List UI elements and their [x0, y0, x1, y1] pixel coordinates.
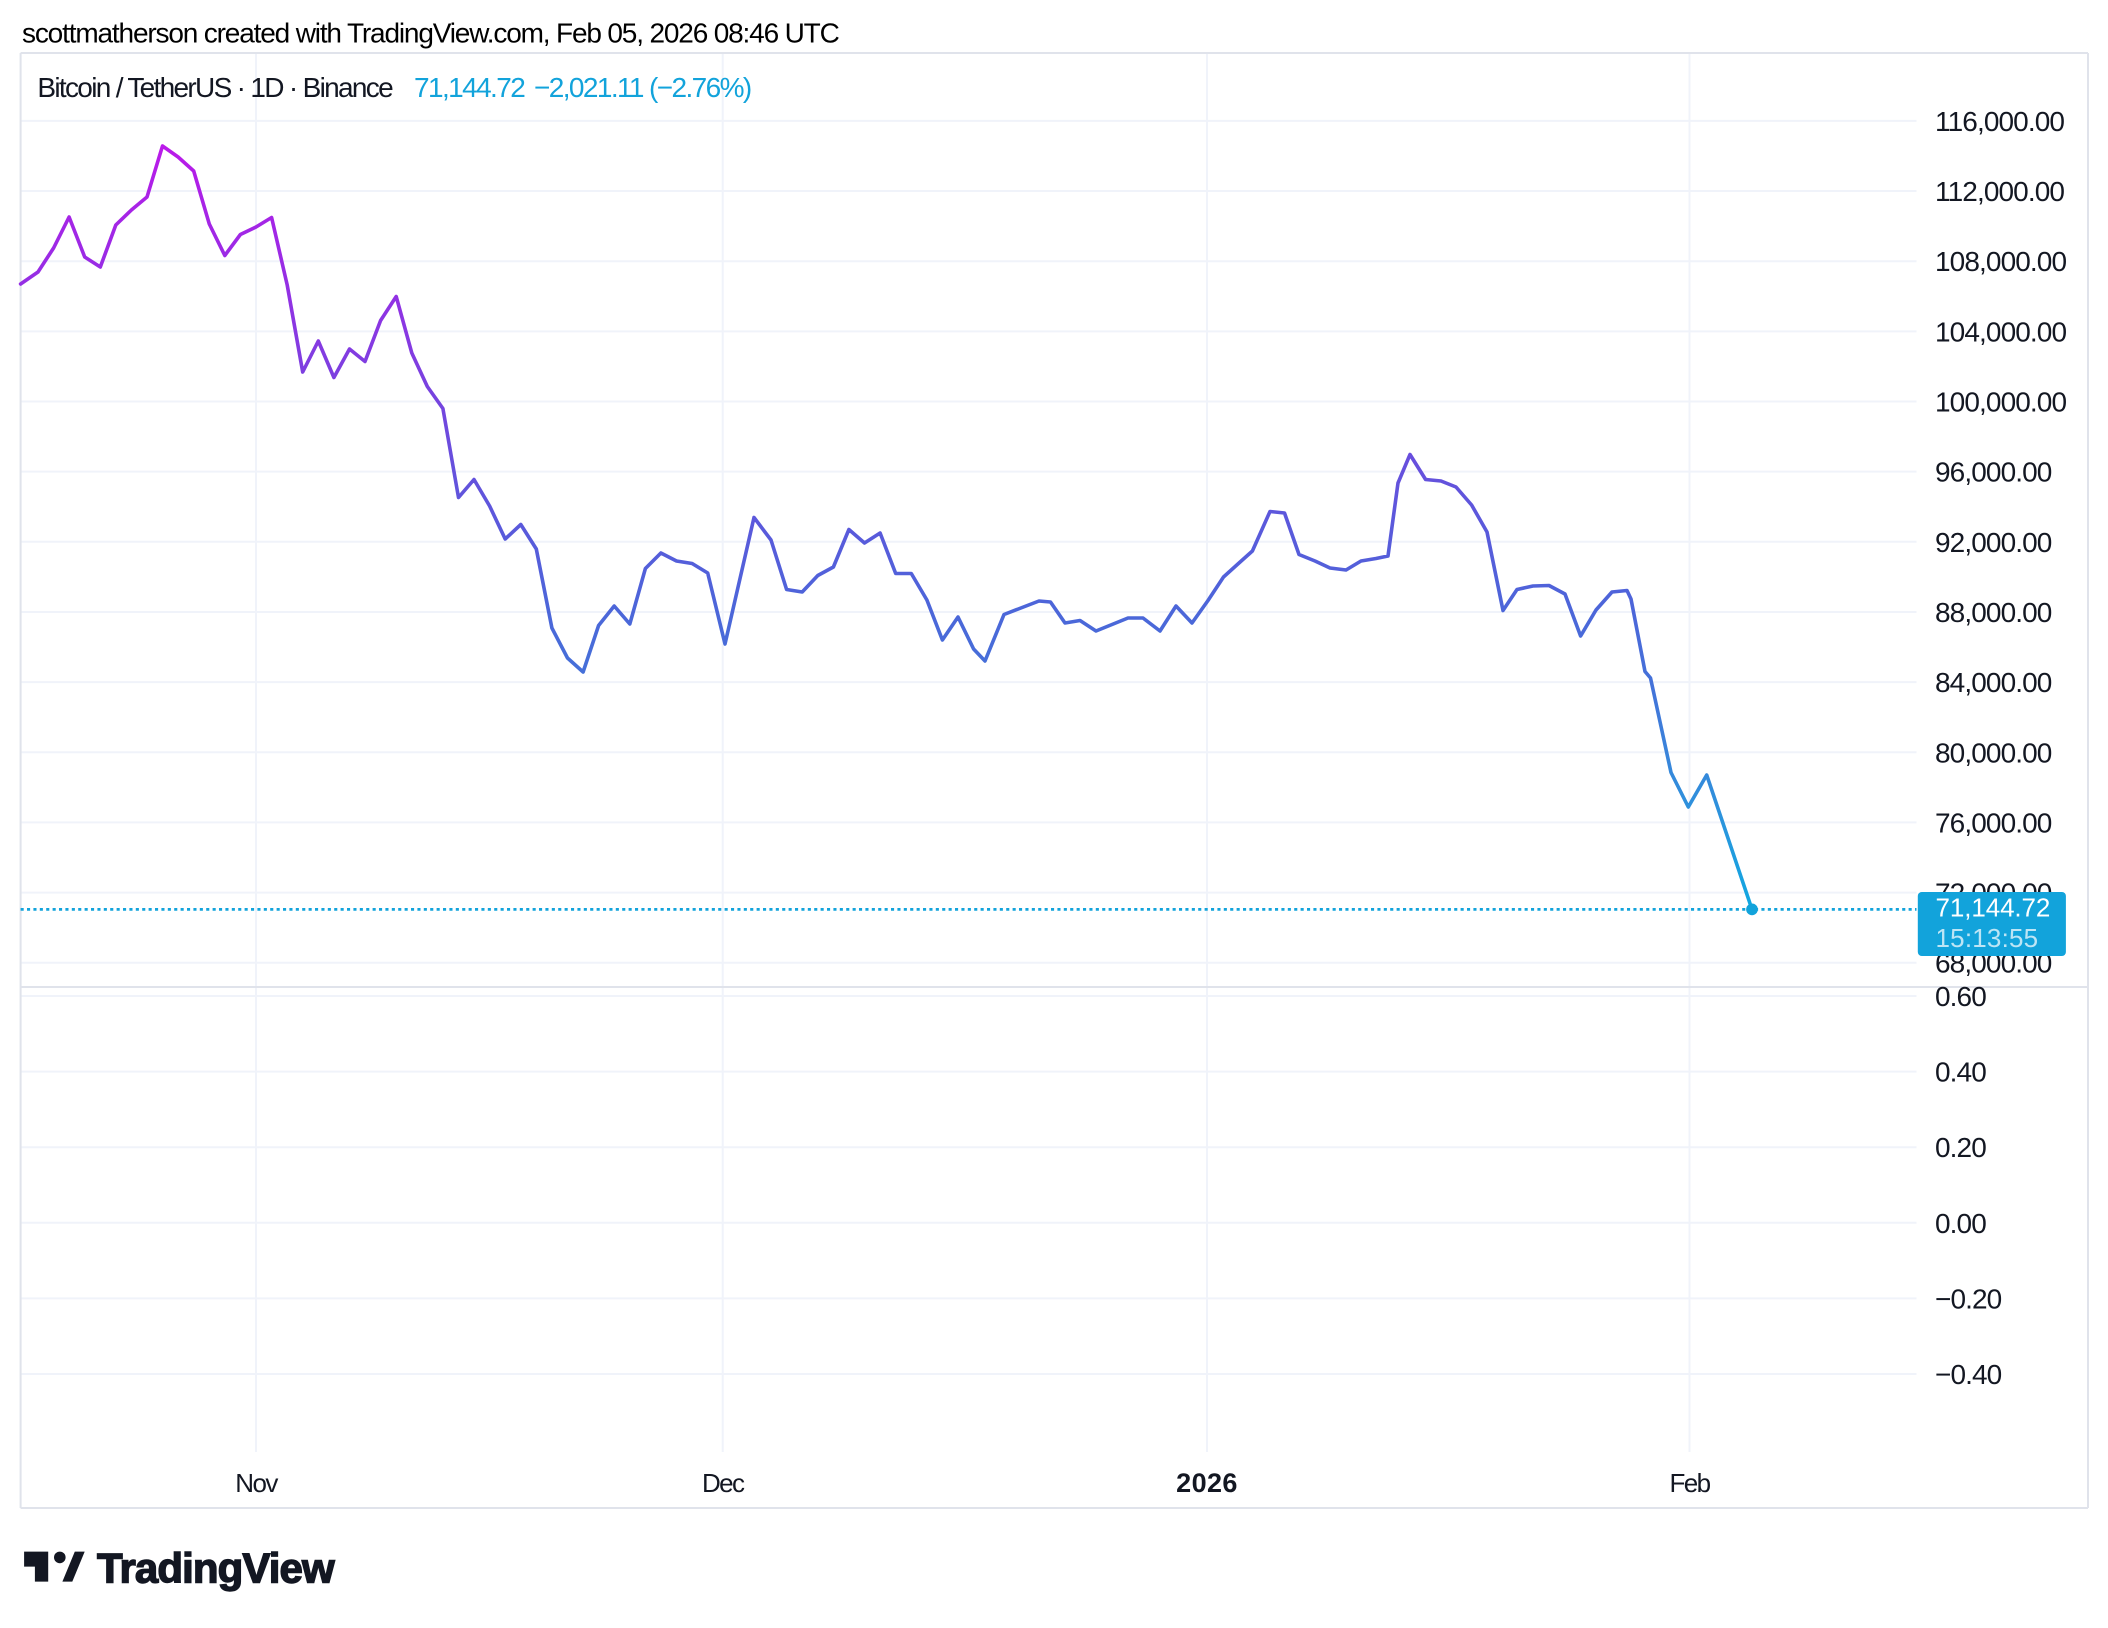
svg-text:scottmatherson created with Tr: scottmatherson created with TradingView.… [22, 18, 840, 49]
svg-text:Nov: Nov [235, 1468, 278, 1498]
svg-text:−2,021.11 (−2.76%): −2,021.11 (−2.76%) [534, 72, 751, 103]
svg-text:Feb: Feb [1669, 1468, 1710, 1498]
svg-text:80,000.00: 80,000.00 [1935, 737, 2052, 768]
svg-text:71,144.72: 71,144.72 [414, 72, 525, 103]
svg-text:100,000.00: 100,000.00 [1935, 387, 2066, 418]
svg-text:112,000.00: 112,000.00 [1935, 176, 2064, 207]
svg-text:Dec: Dec [702, 1468, 745, 1498]
svg-text:Bitcoin / TetherUS · 1D · Bina: Bitcoin / TetherUS · 1D · Binance [37, 72, 393, 103]
svg-text:−0.20: −0.20 [1935, 1283, 2002, 1314]
svg-text:TradingView: TradingView [97, 1544, 335, 1591]
svg-text:0.60: 0.60 [1935, 981, 1986, 1012]
svg-text:104,000.00: 104,000.00 [1935, 316, 2066, 347]
svg-text:116,000.00: 116,000.00 [1935, 106, 2064, 137]
svg-text:108,000.00: 108,000.00 [1935, 246, 2066, 277]
svg-text:−0.40: −0.40 [1935, 1359, 2002, 1390]
svg-text:84,000.00: 84,000.00 [1935, 667, 2052, 698]
svg-text:96,000.00: 96,000.00 [1935, 457, 2052, 488]
svg-text:15:13:55: 15:13:55 [1936, 923, 2039, 953]
svg-text:0.20: 0.20 [1935, 1132, 1986, 1163]
svg-text:88,000.00: 88,000.00 [1935, 597, 2052, 628]
svg-text:92,000.00: 92,000.00 [1935, 527, 2052, 558]
svg-text:0.00: 0.00 [1935, 1208, 1986, 1239]
svg-text:0.40: 0.40 [1935, 1057, 1986, 1088]
svg-text:76,000.00: 76,000.00 [1935, 807, 2052, 838]
svg-text:2026: 2026 [1176, 1468, 1238, 1498]
svg-text:71,144.72: 71,144.72 [1936, 893, 2051, 923]
